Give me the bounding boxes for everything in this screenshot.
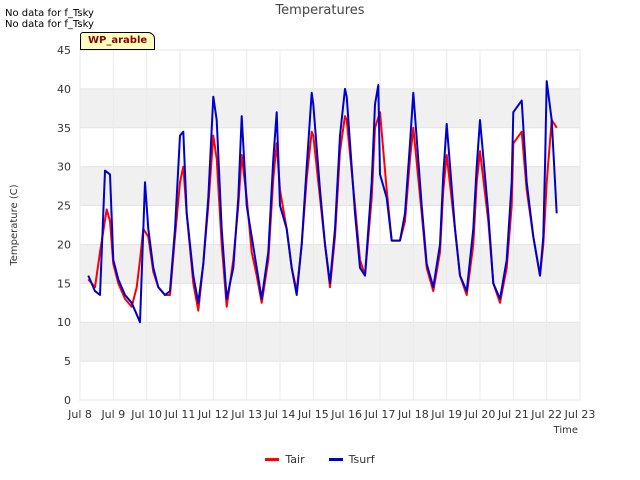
- x-tick-label: Jul 12: [197, 408, 229, 421]
- x-axis-label: Time: [553, 425, 578, 436]
- legend-label-tair: Tair: [285, 453, 305, 466]
- plot-band: [80, 283, 580, 323]
- x-tick-label: Jul 22: [530, 408, 562, 421]
- no-data-message: No data for f_Tsky: [5, 8, 94, 19]
- legend-swatch-tsurf: [328, 458, 343, 461]
- y-tick-label: 0: [64, 394, 71, 407]
- x-tick-label: Jul 19: [430, 408, 462, 421]
- y-tick-label: 35: [57, 122, 71, 135]
- legend-item-tsurf: Tsurf: [328, 453, 375, 466]
- series-line-tsurf: [87, 80, 558, 324]
- plot-band: [80, 88, 580, 128]
- plot-band: [80, 322, 580, 362]
- plot-background-bands: [80, 50, 580, 400]
- y-tick-label: 30: [57, 161, 71, 174]
- chart-legend: Tair Tsurf: [0, 453, 640, 466]
- y-tick-label: 15: [57, 277, 71, 290]
- y-tick-label: 5: [64, 355, 71, 368]
- x-tick-label: Jul 15: [297, 408, 329, 421]
- y-tick-label: 20: [57, 238, 71, 251]
- x-tick-label: Jul 13: [230, 408, 262, 421]
- plot-band: [80, 361, 580, 400]
- y-tick-label: 10: [57, 316, 71, 329]
- x-tick-label: Jul 9: [100, 408, 125, 421]
- chart-title: Temperatures: [274, 3, 364, 18]
- y-tick-label: 45: [57, 44, 71, 57]
- y-axis-label: Temperature (C): [9, 184, 20, 266]
- plot-band: [80, 205, 580, 245]
- x-tick-label: Jul 8: [67, 408, 92, 421]
- legend-swatch-tair: [265, 458, 280, 461]
- x-tick-label: Jul 11: [164, 408, 196, 421]
- plot-band: [80, 166, 580, 206]
- plot-band: [80, 50, 580, 89]
- x-tick-label: Jul 23: [564, 408, 596, 421]
- series-lines: [87, 80, 558, 324]
- x-tick-label: Jul 16: [330, 408, 362, 421]
- y-tick-label: 25: [57, 200, 71, 213]
- plot-band: [80, 127, 580, 167]
- y-tick-label: 40: [57, 83, 71, 96]
- x-tick-label: Jul 21: [497, 408, 529, 421]
- legend-label-tsurf: Tsurf: [348, 453, 375, 466]
- site-label-badge: WP_arable: [80, 32, 156, 50]
- x-tick-label: Jul 14: [264, 408, 296, 421]
- x-tick-label: Jul 18: [397, 408, 429, 421]
- legend-item-tair: Tair: [265, 453, 305, 466]
- x-tick-label: Jul 10: [130, 408, 162, 421]
- x-axis-ticks: Jul 8 Jul 9 Jul 10 Jul 11 Jul 12 Jul 13 Jul 14…: [67, 50, 595, 421]
- x-tick-label: Jul 17: [364, 408, 396, 421]
- no-data-message: No data for f_Tsky: [5, 19, 94, 30]
- x-tick-label: Jul 20: [464, 408, 496, 421]
